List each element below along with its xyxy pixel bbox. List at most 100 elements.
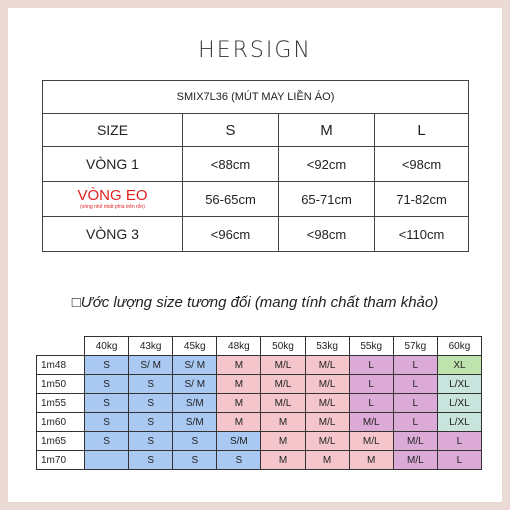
size-cell: M/L — [304, 374, 350, 394]
grid-row: 1m70 S S S M M M M/L L — [36, 450, 483, 470]
weight-header: 60kg — [436, 336, 483, 356]
size-l-header: L — [373, 113, 470, 147]
size-cell: L/XL — [436, 374, 483, 394]
measurement-table: SMIX7L36 (MÚT MAY LIỀN ÁO) SIZE S M L VÒ… — [41, 80, 470, 252]
bust-s: <88cm — [182, 146, 279, 182]
weight-header: 57kg — [392, 336, 438, 356]
size-cell: S — [216, 450, 262, 470]
size-cell: M — [260, 450, 306, 470]
row-label-hip: VÒNG 3 — [42, 216, 183, 252]
size-cell: M/L — [260, 374, 306, 394]
grid-row: 1m60 S S S/M M M M/L M/L L L/XL — [36, 412, 483, 432]
size-cell: M — [348, 450, 394, 470]
row-label-bust: VÒNG 1 — [42, 146, 183, 182]
size-cell: S — [83, 412, 130, 432]
weight-header: 50kg — [260, 336, 306, 356]
size-cell: M/L — [304, 393, 350, 413]
size-cell: M — [216, 393, 262, 413]
size-chart-card: HERSIGN SMIX7L36 (MÚT MAY LIỀN ÁO) SIZE … — [8, 8, 502, 502]
size-cell: M/L — [260, 393, 306, 413]
product-code: SMIX7L36 (MÚT MAY LIỀN ÁO) — [41, 80, 470, 114]
weight-header: 48kg — [216, 336, 262, 356]
size-header: SIZE — [42, 113, 183, 147]
weight-header: 55kg — [348, 336, 394, 356]
size-cell: S — [83, 355, 130, 375]
size-cell: S — [83, 374, 130, 394]
height-label: 1m50 — [36, 374, 85, 394]
hip-l: <110cm — [373, 216, 470, 252]
bust-m: <92cm — [278, 146, 375, 182]
size-cell: L — [348, 393, 394, 413]
height-label: 1m70 — [36, 450, 85, 470]
size-cell: M — [216, 374, 262, 394]
size-cell: S/ M — [128, 355, 174, 375]
size-cell: S — [172, 450, 218, 470]
size-cell: L — [392, 412, 438, 432]
size-cell — [83, 450, 130, 470]
waist-m: 65-71cm — [278, 181, 375, 217]
brand-logo: HERSIGN — [198, 38, 312, 63]
height-label: 1m65 — [36, 431, 85, 451]
size-cell: M/L — [304, 431, 350, 451]
size-cell: S — [83, 431, 130, 451]
size-cell: L — [348, 355, 394, 375]
size-cell: M — [260, 412, 306, 432]
size-cell: L/XL — [436, 393, 483, 413]
size-s-header: S — [182, 113, 279, 147]
size-cell: S — [128, 431, 174, 451]
size-cell: M/L — [348, 431, 394, 451]
size-cell: L — [392, 355, 438, 375]
size-cell: M — [216, 355, 262, 375]
size-cell: S — [172, 431, 218, 451]
size-cell: S/ M — [172, 374, 218, 394]
weight-header: 40kg — [83, 336, 130, 356]
waist-l: 71-82cm — [373, 181, 470, 217]
size-cell: L — [348, 374, 394, 394]
size-cell: M/L — [304, 355, 350, 375]
waist-s: 56-65cm — [182, 181, 279, 217]
row-label-waist: VÒNG EO — [77, 187, 148, 204]
estimate-subtitle: □Ước lượng size tương đối (mang tính chấ… — [71, 294, 439, 311]
hip-s: <96cm — [182, 216, 279, 252]
size-cell: S/M — [172, 412, 218, 432]
size-cell: L — [436, 450, 483, 470]
size-cell: M — [216, 412, 262, 432]
grid-row: 1m48 S S/ M S/ M M M/L M/L L L XL — [36, 355, 483, 375]
size-cell: S/M — [216, 431, 262, 451]
height-label: 1m55 — [36, 393, 85, 413]
weight-header: 53kg — [304, 336, 350, 356]
size-cell: M/L — [392, 431, 438, 451]
row-label-waist-cell: VÒNG EO (vòng nhỏ nhất phía trên rốn) — [42, 181, 183, 217]
size-cell: S — [128, 412, 174, 432]
size-cell: M — [260, 431, 306, 451]
grid-row: 1m50 S S S/ M M M/L M/L L L L/XL — [36, 374, 483, 394]
size-cell: M/L — [392, 450, 438, 470]
hip-m: <98cm — [278, 216, 375, 252]
weight-header: 45kg — [172, 336, 218, 356]
size-cell: S — [83, 393, 130, 413]
size-cell: XL — [436, 355, 483, 375]
size-cell: S — [128, 450, 174, 470]
size-cell: L — [392, 374, 438, 394]
weight-header: 43kg — [128, 336, 174, 356]
bust-l: <98cm — [373, 146, 470, 182]
size-cell: M/L — [348, 412, 394, 432]
size-cell: L — [436, 431, 483, 451]
waist-note: (vòng nhỏ nhất phía trên rốn) — [80, 204, 145, 210]
grid-row: 1m55 S S S/M M M/L M/L L L L/XL — [36, 393, 483, 413]
height-label: 1m60 — [36, 412, 85, 432]
size-cell: M — [304, 450, 350, 470]
grid-corner — [36, 336, 85, 356]
size-cell: M/L — [260, 355, 306, 375]
height-label: 1m48 — [36, 355, 85, 375]
grid-row: 1m65 S S S S/M M M/L M/L M/L L — [36, 431, 483, 451]
estimate-subtitle-text: Ước lượng size tương đối (mang tính chất… — [80, 294, 439, 311]
size-cell: L/XL — [436, 412, 483, 432]
size-cell: S — [128, 374, 174, 394]
weight-height-grid: 40kg 43kg 45kg 48kg 50kg 53kg 55kg 57kg 60kg 1m4… — [36, 336, 483, 470]
size-cell: L — [392, 393, 438, 413]
size-m-header: M — [278, 113, 375, 147]
size-cell: S/M — [172, 393, 218, 413]
size-cell: M/L — [304, 412, 350, 432]
size-cell: S/ M — [172, 355, 218, 375]
